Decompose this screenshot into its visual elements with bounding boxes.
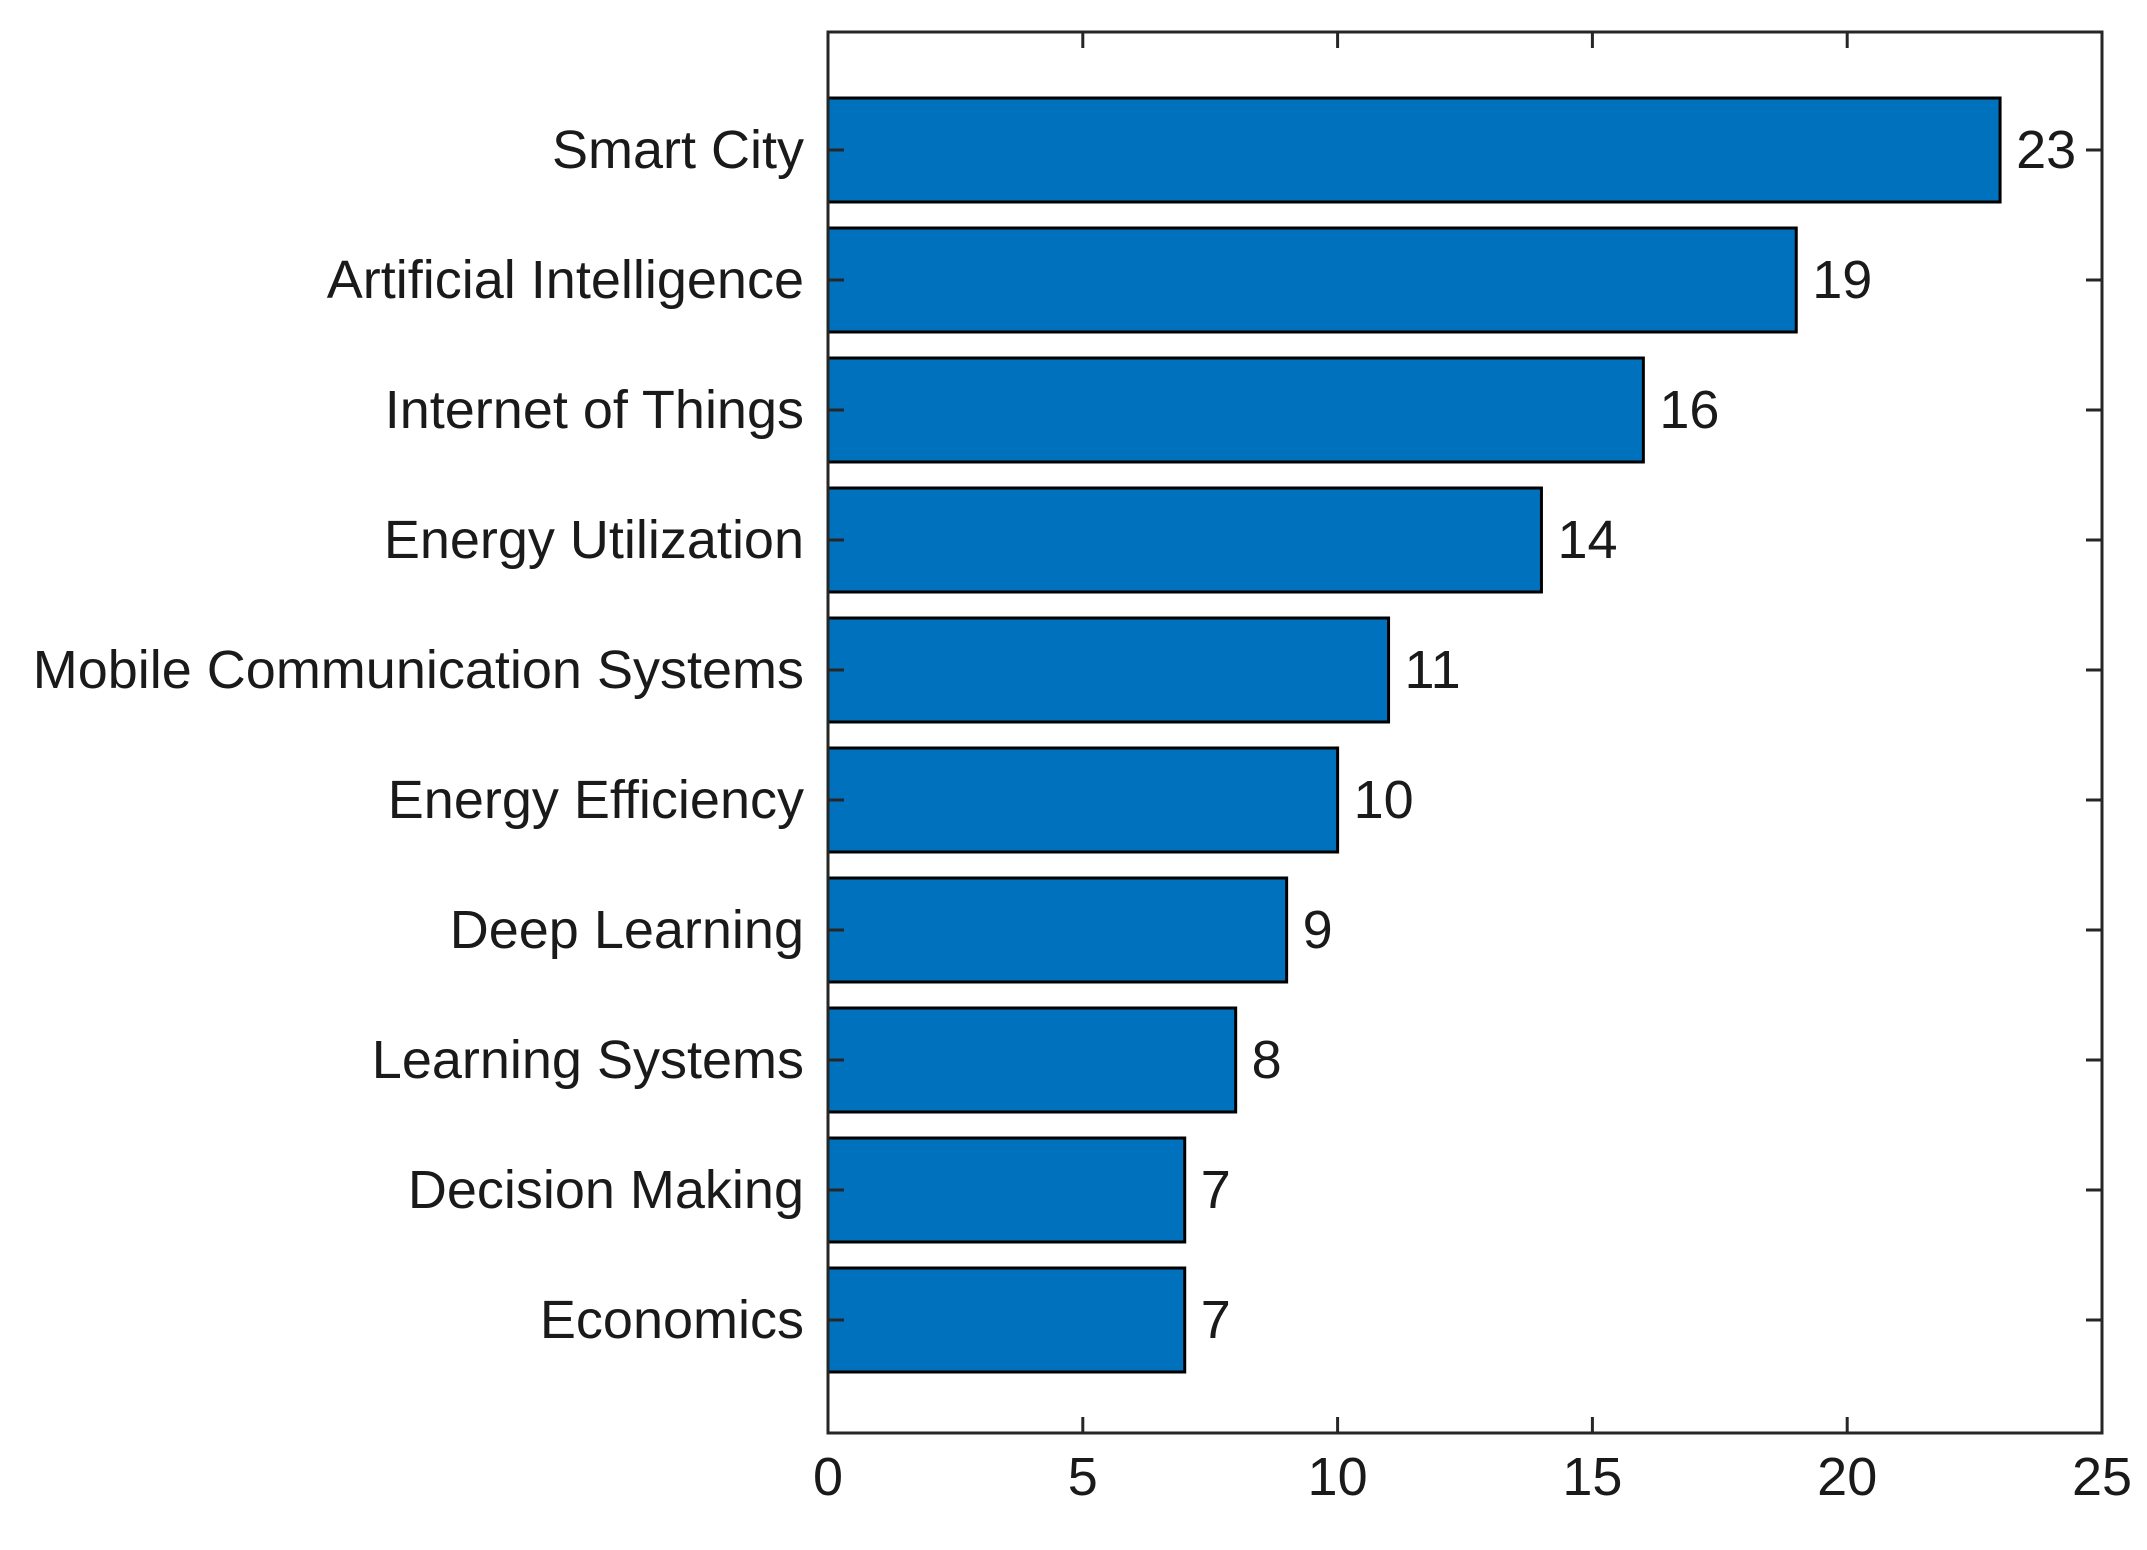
data-label: 19 bbox=[1812, 250, 1872, 310]
bar-internet-of-things bbox=[826, 356, 1645, 464]
data-label: 14 bbox=[1557, 510, 1617, 570]
category-label: Mobile Communication Systems bbox=[33, 640, 804, 700]
labels-layer: Smart City 23 Artificial Intelligence 19 Int… bbox=[33, 120, 2132, 1507]
category-label: Energy Efficiency bbox=[388, 770, 804, 830]
x-tick-label: 15 bbox=[1562, 1447, 1622, 1507]
category-label: Learning Systems bbox=[372, 1030, 804, 1090]
category-label: Energy Utilization bbox=[384, 510, 804, 570]
x-tick-label: 10 bbox=[1308, 1447, 1368, 1507]
x-tick-label: 0 bbox=[813, 1447, 843, 1507]
bar-smart-city bbox=[826, 96, 2002, 204]
data-label: 9 bbox=[1303, 900, 1333, 960]
x-tick-label: 5 bbox=[1068, 1447, 1098, 1507]
category-label: Artificial Intelligence bbox=[327, 250, 804, 310]
data-label: 16 bbox=[1659, 380, 1719, 440]
data-label: 8 bbox=[1252, 1030, 1282, 1090]
plot-frame bbox=[826, 30, 2104, 1435]
category-label: Decision Making bbox=[408, 1160, 804, 1220]
bars-layer bbox=[826, 96, 2002, 1374]
x-tick-label: 20 bbox=[1817, 1447, 1877, 1507]
data-label: 23 bbox=[2016, 120, 2076, 180]
bar-learning-systems bbox=[826, 1006, 1238, 1114]
data-label: 10 bbox=[1354, 770, 1414, 830]
bar-deep-learning bbox=[826, 876, 1289, 984]
bar-energy-utilization bbox=[826, 486, 1543, 594]
category-label: Economics bbox=[540, 1290, 804, 1350]
category-label: Internet of Things bbox=[385, 380, 804, 440]
bar-energy-efficiency bbox=[826, 746, 1340, 854]
bar-artificial-intelligence bbox=[826, 226, 1798, 334]
data-label: 7 bbox=[1201, 1160, 1231, 1220]
data-label: 7 bbox=[1201, 1290, 1231, 1350]
bar-mobile-communication-systems bbox=[826, 616, 1391, 724]
x-tick-label: 25 bbox=[2072, 1447, 2132, 1507]
bar-decision-making bbox=[826, 1136, 1187, 1244]
data-label: 11 bbox=[1405, 640, 1461, 700]
bar-economics bbox=[826, 1266, 1187, 1374]
category-label: Smart City bbox=[552, 120, 804, 180]
category-label: Deep Learning bbox=[450, 900, 804, 960]
